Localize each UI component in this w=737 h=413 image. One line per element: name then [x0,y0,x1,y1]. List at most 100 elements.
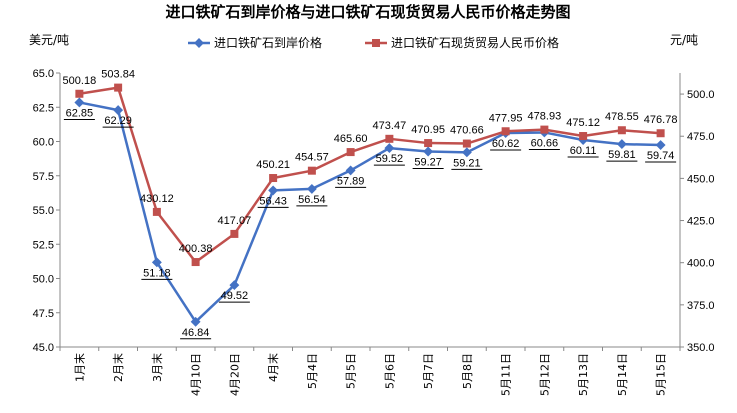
series-1-point [190,316,201,327]
series-1-point [268,185,279,196]
series-2-data-label: 470.66 [450,125,484,137]
series-1-data-label: 56.43 [259,195,287,207]
series-2-data-label: 475.12 [566,117,600,129]
series-2-data-label: 476.78 [644,114,678,126]
series-2-data-label: 478.93 [528,111,562,123]
x-tick-label: 5月11日 [500,353,513,396]
series-2-point [114,83,123,92]
series-1-data-label: 59.52 [376,153,404,165]
series-1-point [113,105,124,116]
series-1-data-label: 60.66 [531,137,559,149]
legend-item-series-1: 进口铁矿石到岸价格 [188,35,322,50]
series-1-data-label: 56.54 [298,194,326,206]
series-1-data-label: 60.62 [492,138,520,150]
series-2-point [579,132,588,141]
y-right-tick-label: 375.0 [687,300,715,312]
series-line-2 [79,86,661,264]
series-2-point [540,125,549,134]
series-1-data-label: 59.27 [414,157,442,169]
series-2-data-label: 465.60 [334,133,368,145]
series-1-point [229,280,240,291]
series-2-point [424,139,433,148]
series-1-data-label: 59.81 [608,149,636,161]
chart-title: 进口铁矿石到岸价格与进口铁矿石现货贸易人民币价格走势图 [165,3,570,21]
series-2-data-label: 417.07 [218,215,252,227]
y-left-tick-label: 52.5 [33,239,54,251]
x-tick-label: 5月5日 [345,353,358,389]
legend-marker-series-2 [372,39,380,47]
series-2-data-label: 478.55 [605,111,639,123]
x-tick-label: 5月4日 [306,353,319,389]
series-2-data-label: 450.21 [256,159,290,171]
series-2-data-label: 503.84 [101,69,135,81]
series-1-data-label: 59.74 [647,150,675,162]
series-2-point [346,148,355,157]
series-1-point [461,147,472,158]
x-tick-label: 4月20日 [228,353,241,396]
y-right-tick-label: 475.0 [687,131,715,143]
x-tick-label: 5月14日 [616,353,629,396]
series-1-data-label: 46.84 [182,327,210,339]
series-1-point [384,143,395,154]
series-1-data-label: 59.21 [453,157,481,169]
series-1-point [423,146,434,157]
y-right-tick-label: 350.0 [687,342,715,354]
y-right-tick-label: 400.0 [687,258,715,270]
series-1-point [345,165,356,176]
series-2-point [307,166,316,175]
series-2-data-label: 500.18 [63,75,97,87]
series-2-point [656,129,665,138]
y-right-axis-title: 元/吨 [670,33,698,47]
y-left-axis-title: 美元/吨 [29,33,69,47]
series-1-data-label: 60.11 [570,145,597,157]
y-right-tick-label: 450.0 [687,173,715,185]
series-1-data-label: 62.85 [66,107,94,119]
series-line-1 [79,101,661,324]
y-left-tick-label: 57.5 [33,171,54,183]
series-2-data-label: 477.95 [489,112,523,124]
series-2-data-label: 454.57 [295,152,329,164]
x-tick-label: 4月10日 [190,353,203,396]
series-2-data-label: 400.38 [179,243,213,255]
x-tick-label: 1月末 [72,353,86,382]
series-2-point [269,174,278,183]
series-2-point [191,258,200,267]
x-tick-label: 3月末 [150,353,164,382]
y-left-tick-label: 62.5 [33,102,54,114]
legend-label-series-2: 进口铁矿石现货贸易人民币价格 [391,35,559,50]
series-1-point [151,257,162,268]
series-2-point [75,89,84,98]
x-tick-label: 5月12日 [538,353,551,396]
series-2-point [230,229,239,238]
x-tick-label: 5月7日 [422,353,435,389]
legend-marker-series-1 [194,38,204,48]
legend-label-series-1: 进口铁矿石到岸价格 [214,35,322,50]
series-2-point [152,207,161,216]
x-tick-label: 5月13日 [577,353,590,396]
plot-area: 45.0 47.5 50.0 52.5 55.0 57.5 60.0 62.5 65.0 350.… [33,68,715,396]
x-tick-label: 5月8日 [461,353,474,389]
x-tick-label: 4月末 [266,353,280,382]
series-1-data-label: 57.89 [337,175,365,187]
series-1-data-label: 51.18 [143,267,171,279]
series-2-point [462,139,471,148]
y-left-tick-label: 45.0 [33,342,54,354]
y-left-tick-label: 55.0 [33,205,54,217]
y-left-tick-label: 47.5 [33,308,54,320]
y-left-tick-label: 65.0 [33,68,54,80]
series-1-point [306,183,317,194]
legend: 进口铁矿石到岸价格 进口铁矿石现货贸易人民币价格 [188,35,559,50]
series-1-point [74,97,85,108]
series-1-data-label: 49.52 [221,290,249,302]
series-2-data-label: 430.12 [140,193,174,205]
y-left-tick-label: 50.0 [33,274,54,286]
y-right-tick-label: 425.0 [687,216,715,228]
x-tick-label: 5月6日 [383,353,396,389]
series-1-point [616,139,627,150]
series-2-data-label: 470.95 [411,124,445,136]
series-2-point [617,126,626,135]
series-1-point [655,140,666,151]
series-2-point [385,134,394,143]
y-left-tick-label: 60.0 [33,137,54,149]
